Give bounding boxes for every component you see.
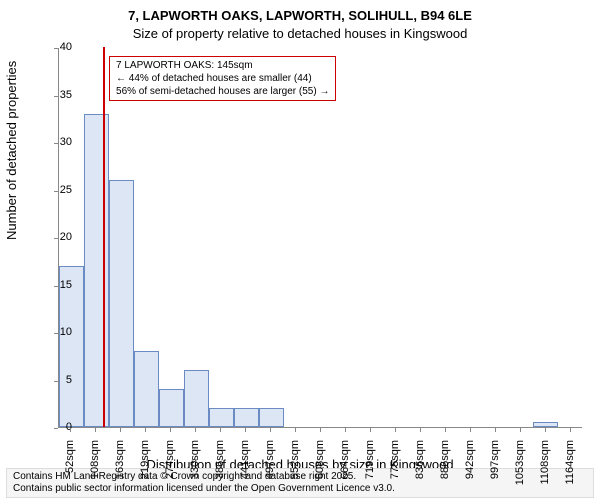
histogram-bar: [84, 114, 109, 428]
chart-title: 7, LAPWORTH OAKS, LAPWORTH, SOLIHULL, B9…: [0, 8, 600, 23]
x-tick-label: 497sqm: [264, 440, 276, 490]
x-tick-label: 386sqm: [214, 440, 226, 490]
x-tick-label: 163sqm: [114, 440, 126, 490]
x-tick-label: 108sqm: [89, 440, 101, 490]
x-tick-mark: [470, 428, 471, 432]
x-tick-mark: [320, 428, 321, 432]
x-tick-mark: [520, 428, 521, 432]
x-tick-label: 330sqm: [189, 440, 201, 490]
x-tick-label: 836sqm: [414, 440, 426, 490]
x-tick-label: 219sqm: [139, 440, 151, 490]
annotation-box: 7 LAPWORTH OAKS: 145sqm← 44% of detached…: [109, 56, 336, 101]
x-tick-label: 775sqm: [389, 440, 401, 490]
annotation-line: 7 LAPWORTH OAKS: 145sqm: [116, 59, 329, 72]
annotation-line: ← 44% of detached houses are smaller (44…: [116, 72, 329, 85]
histogram-bar: [209, 408, 234, 427]
x-tick-label: 1108sqm: [539, 440, 551, 490]
x-tick-label: 997sqm: [489, 440, 501, 490]
x-tick-mark: [345, 428, 346, 432]
histogram-bar: [184, 370, 209, 427]
y-axis-label: Number of detached properties: [4, 61, 19, 240]
x-tick-label: 608sqm: [314, 440, 326, 490]
y-tick-label: 35: [42, 89, 72, 101]
x-tick-mark: [395, 428, 396, 432]
x-tick-label: 886sqm: [439, 440, 451, 490]
x-tick-mark: [495, 428, 496, 432]
histogram-bar: [159, 389, 184, 427]
x-tick-mark: [120, 428, 121, 432]
annotation-line: 56% of semi-detached houses are larger (…: [116, 85, 329, 98]
plot-area: 7 LAPWORTH OAKS: 145sqm← 44% of detached…: [58, 48, 582, 428]
x-tick-mark: [370, 428, 371, 432]
x-tick-mark: [570, 428, 571, 432]
y-tick-mark: [54, 191, 58, 192]
x-tick-mark: [170, 428, 171, 432]
y-tick-label: 10: [42, 326, 72, 338]
property-marker-line: [103, 47, 105, 427]
y-tick-mark: [54, 238, 58, 239]
x-tick-mark: [445, 428, 446, 432]
x-tick-label: 52sqm: [64, 440, 76, 490]
x-tick-mark: [295, 428, 296, 432]
x-tick-label: 552sqm: [289, 440, 301, 490]
x-tick-label: 664sqm: [339, 440, 351, 490]
y-tick-label: 5: [42, 374, 72, 386]
x-tick-mark: [245, 428, 246, 432]
y-tick-label: 15: [42, 279, 72, 291]
y-tick-label: 20: [42, 231, 72, 243]
x-tick-label: 1053sqm: [514, 440, 526, 490]
x-tick-mark: [420, 428, 421, 432]
histogram-bar: [109, 180, 134, 427]
x-tick-mark: [545, 428, 546, 432]
histogram-bar: [134, 351, 159, 427]
x-tick-mark: [70, 428, 71, 432]
x-tick-label: 274sqm: [164, 440, 176, 490]
histogram-bar: [533, 422, 558, 427]
y-tick-mark: [54, 286, 58, 287]
histogram-bar: [259, 408, 284, 427]
y-tick-mark: [54, 381, 58, 382]
y-tick-mark: [54, 96, 58, 97]
x-tick-label: 441sqm: [239, 440, 251, 490]
y-tick-mark: [54, 428, 58, 429]
y-tick-label: 40: [42, 41, 72, 53]
y-tick-mark: [54, 48, 58, 49]
y-tick-label: 0: [42, 421, 72, 433]
x-tick-mark: [95, 428, 96, 432]
x-tick-mark: [220, 428, 221, 432]
y-tick-mark: [54, 143, 58, 144]
x-tick-label: 1164sqm: [564, 440, 576, 490]
x-tick-mark: [145, 428, 146, 432]
x-tick-label: 942sqm: [464, 440, 476, 490]
x-tick-mark: [195, 428, 196, 432]
x-tick-mark: [270, 428, 271, 432]
x-tick-label: 719sqm: [364, 440, 376, 490]
histogram-bar: [234, 408, 259, 427]
y-tick-mark: [54, 333, 58, 334]
y-tick-label: 30: [42, 136, 72, 148]
chart-container: 7, LAPWORTH OAKS, LAPWORTH, SOLIHULL, B9…: [0, 0, 600, 500]
chart-subtitle: Size of property relative to detached ho…: [0, 26, 600, 41]
y-tick-label: 25: [42, 184, 72, 196]
